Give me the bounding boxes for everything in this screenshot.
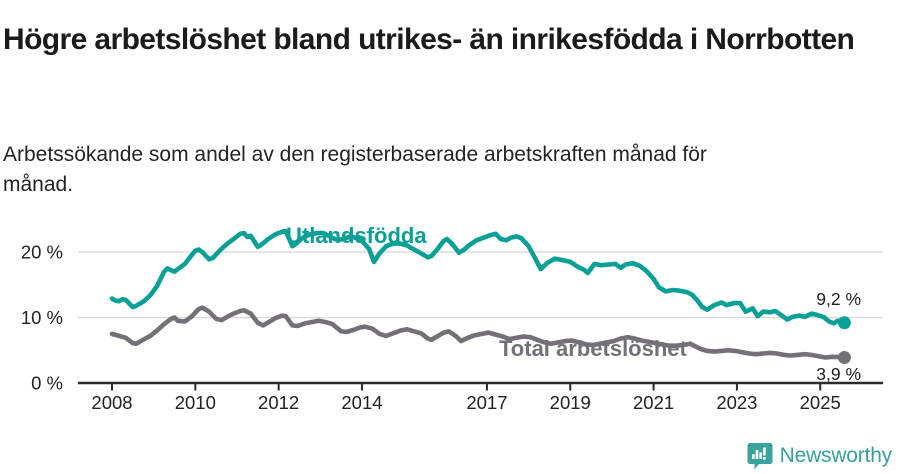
x-axis-tick-label: 2017 <box>466 392 507 413</box>
x-axis-tick-label: 2008 <box>91 392 132 413</box>
brand-wordmark: Newsworthy <box>779 444 893 467</box>
x-axis-tick-label: 2019 <box>550 392 591 413</box>
series-end-dot <box>837 316 851 330</box>
x-axis-tick-label: 2025 <box>800 392 841 413</box>
newsworthy-logo-icon <box>747 443 773 470</box>
y-axis-tick-label: 10 % <box>21 307 63 328</box>
x-axis-tick-label: 2012 <box>258 392 299 413</box>
series-line-total <box>109 305 847 360</box>
y-axis-tick-label: 20 % <box>21 242 63 263</box>
brand-footer: Newsworthy <box>747 442 892 470</box>
x-axis-tick-label: 2014 <box>341 392 382 413</box>
x-axis-tick-label: 2023 <box>716 392 757 413</box>
page-title: Högre arbetslöshet bland utrikes- än inr… <box>3 23 855 57</box>
series-end-value: 9,2 % <box>816 289 861 309</box>
chart-subtitle: Arbetssökande som andel av den registerb… <box>3 143 707 196</box>
series-label: Utlandsfödda <box>286 223 427 248</box>
y-axis-tick-label: 0 % <box>31 373 63 394</box>
series-label: Total arbetslöshet <box>499 336 688 361</box>
series-end-value: 3,9 % <box>816 364 861 384</box>
x-axis-tick-label: 2010 <box>175 392 216 413</box>
series-end-dot <box>837 350 851 364</box>
series-line-utlandsfodda <box>109 228 847 326</box>
x-axis-tick-label: 2021 <box>633 392 674 413</box>
